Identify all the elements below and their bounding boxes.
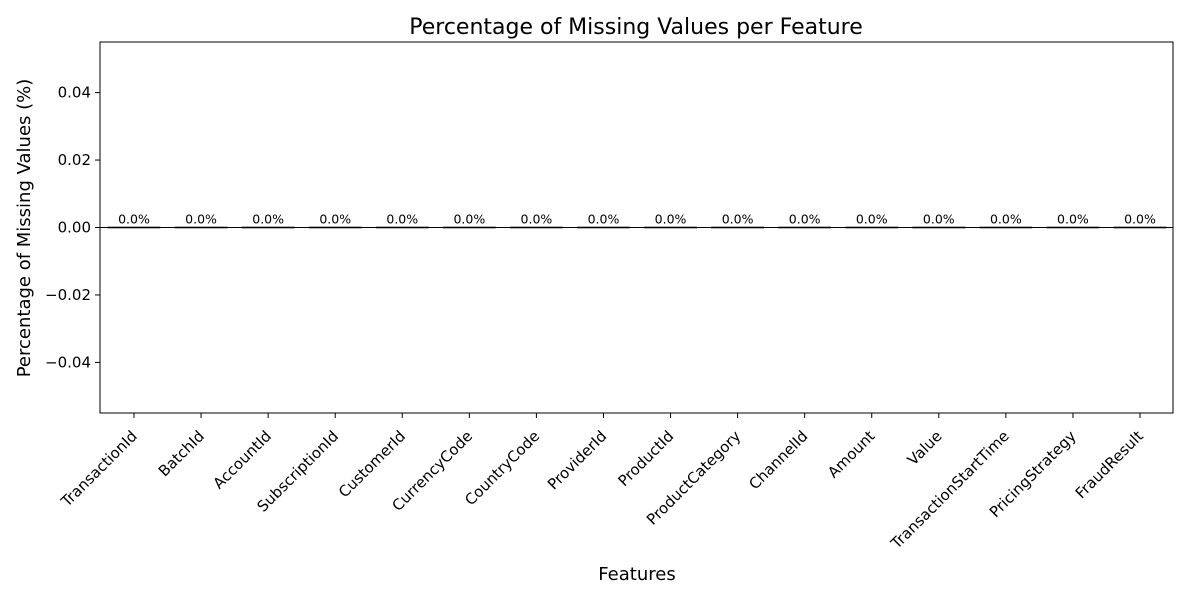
y-tick-label: 0.02: [58, 151, 91, 169]
bar-value-label: 0.0%: [252, 212, 284, 227]
x-tick-label: TransactionStartTime: [887, 427, 1013, 553]
x-tick-label: BatchId: [155, 427, 208, 480]
bar: [644, 226, 697, 229]
y-axis-label: Percentage of Missing Values (%): [14, 79, 35, 378]
bar: [241, 226, 295, 229]
x-tick-label: CustomerId: [335, 427, 409, 501]
x-tick-label: AccountId: [210, 427, 275, 492]
y-tick-label: 0.00: [58, 219, 91, 237]
x-axis-label: Features: [598, 564, 675, 585]
bar-value-label: 0.0%: [319, 212, 351, 227]
bar-value-label: 0.0%: [1057, 212, 1089, 227]
bar-value-label: 0.0%: [856, 212, 888, 227]
bar: [308, 226, 362, 229]
bar: [778, 226, 832, 229]
x-tick-label: FraudResult: [1072, 427, 1147, 502]
bar-value-label: 0.0%: [655, 212, 687, 227]
y-tick-label: 0.04: [58, 84, 91, 102]
bar: [107, 226, 161, 229]
bar-value-label: 0.0%: [1124, 212, 1156, 227]
x-tick-label: Amount: [824, 427, 878, 481]
bar: [509, 226, 563, 229]
x-tick-label: Value: [904, 427, 946, 469]
bar: [912, 226, 966, 229]
bar: [1046, 226, 1100, 229]
bar: [174, 226, 228, 229]
bar-value-label: 0.0%: [386, 212, 418, 227]
bar-value-label: 0.0%: [118, 212, 150, 227]
bar-value-label: 0.0%: [185, 212, 217, 227]
bar: [375, 226, 429, 229]
bar: [1113, 226, 1167, 229]
y-tick-label: −0.04: [45, 353, 91, 371]
plot-area: −0.04 −0.02 0.00 0.02 0.04 0.0% TransactionId 0…: [45, 41, 1174, 553]
bar-value-label: 0.0%: [521, 212, 553, 227]
bar-value-label: 0.0%: [453, 212, 485, 227]
bar-value-label: 0.0%: [588, 212, 620, 227]
bar-value-label: 0.0%: [789, 212, 821, 227]
bar-value-label: 0.0%: [990, 212, 1022, 227]
bar: [442, 226, 496, 229]
bar: [577, 226, 630, 229]
x-tick-label: ProductId: [614, 427, 677, 490]
bar: [979, 226, 1033, 229]
chart-title: Percentage of Missing Values per Feature: [409, 15, 863, 40]
x-tick-label: ProviderId: [544, 427, 610, 493]
bar: [845, 226, 899, 229]
y-tick-label: −0.02: [45, 286, 91, 304]
x-tick-label: ChannelId: [745, 427, 811, 493]
bar-value-label: 0.0%: [923, 212, 955, 227]
bar: [711, 226, 764, 229]
bar-value-label: 0.0%: [722, 212, 754, 227]
x-tick-label: TransactionId: [57, 427, 141, 511]
